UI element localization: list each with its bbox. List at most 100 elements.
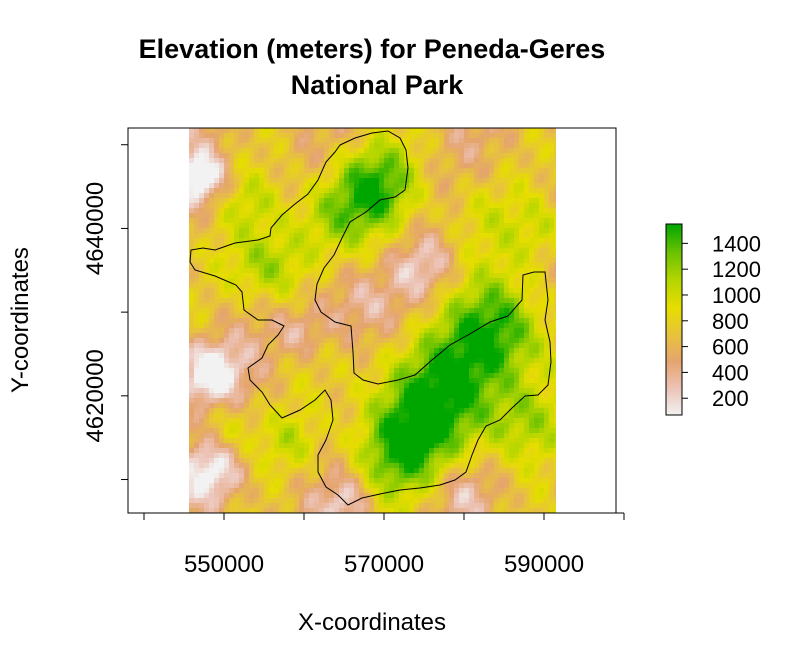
raster-cell [204, 233, 209, 238]
raster-cell [394, 153, 399, 158]
raster-cell [409, 218, 414, 223]
raster-cell [399, 208, 404, 213]
raster-cell [469, 323, 474, 328]
raster-cell [449, 348, 454, 353]
raster-cell [319, 353, 324, 358]
raster-cell [289, 373, 294, 378]
raster-cell [489, 278, 494, 283]
raster-cell [379, 328, 384, 333]
raster-cell [389, 358, 394, 363]
raster-cell [414, 293, 419, 298]
raster-cell [544, 228, 549, 233]
raster-cell [469, 228, 474, 233]
raster-cell [214, 208, 219, 213]
raster-cell [319, 208, 324, 213]
raster-cell [459, 413, 464, 418]
raster-cell [469, 173, 474, 178]
raster-cell [509, 228, 514, 233]
raster-cell [354, 453, 359, 458]
raster-cell [384, 173, 389, 178]
raster-cell [214, 148, 219, 153]
raster-cell [204, 198, 209, 203]
raster-cell [429, 223, 434, 228]
raster-cell [374, 328, 379, 333]
raster-cell [459, 333, 464, 338]
raster-cell [309, 428, 314, 433]
raster-cell [404, 203, 409, 208]
raster-cell [459, 348, 464, 353]
raster-cell [404, 268, 409, 273]
raster-cell [484, 393, 489, 398]
raster-cell [414, 323, 419, 328]
raster-cell [319, 408, 324, 413]
raster-cell [214, 403, 219, 408]
raster-cell [454, 313, 459, 318]
raster-cell [289, 138, 294, 143]
raster-cell [234, 288, 239, 293]
raster-cell [504, 248, 509, 253]
raster-cell [339, 228, 344, 233]
raster-cell [514, 393, 519, 398]
raster-cell [239, 388, 244, 393]
raster-cell [439, 383, 444, 388]
raster-cell [219, 138, 224, 143]
raster-cell [519, 443, 524, 448]
raster-cell [204, 453, 209, 458]
raster-cell [299, 188, 304, 193]
raster-cell [239, 293, 244, 298]
raster-cell [429, 233, 434, 238]
raster-cell [224, 183, 229, 188]
raster-cell [539, 168, 544, 173]
raster-cell [434, 448, 439, 453]
raster-cell [309, 318, 314, 323]
raster-cell [499, 368, 504, 373]
raster-cell [229, 228, 234, 233]
raster-cell [529, 423, 534, 428]
raster-cell [209, 273, 214, 278]
raster-cell [304, 208, 309, 213]
raster-cell [459, 263, 464, 268]
raster-cell [304, 378, 309, 383]
raster-cell [314, 218, 319, 223]
raster-cell [349, 413, 354, 418]
raster-cell [314, 363, 319, 368]
raster-cell [284, 298, 289, 303]
raster-cell [434, 443, 439, 448]
raster-cell [399, 198, 404, 203]
raster-cell [299, 208, 304, 213]
raster-cell [544, 263, 549, 268]
raster-cell [369, 233, 374, 238]
raster-cell [274, 363, 279, 368]
raster-cell [339, 433, 344, 438]
raster-cell [384, 208, 389, 213]
raster-cell [364, 343, 369, 348]
raster-cell [489, 248, 494, 253]
raster-cell [194, 238, 199, 243]
raster-cell [329, 173, 334, 178]
raster-cell [384, 328, 389, 333]
raster-cell [399, 353, 404, 358]
raster-cell [424, 458, 429, 463]
raster-cell [429, 203, 434, 208]
raster-cell [384, 138, 389, 143]
raster-cell [439, 453, 444, 458]
raster-cell [364, 188, 369, 193]
raster-cell [414, 343, 419, 348]
raster-cell [479, 343, 484, 348]
raster-cell [424, 438, 429, 443]
raster-cell [319, 228, 324, 233]
raster-cell [384, 323, 389, 328]
raster-cell [554, 393, 556, 398]
raster-cell [344, 388, 349, 393]
raster-cell [519, 303, 524, 308]
raster-cell [519, 418, 524, 423]
raster-cell [339, 453, 344, 458]
raster-cell [424, 283, 429, 288]
raster-cell [514, 198, 519, 203]
raster-cell [319, 298, 324, 303]
raster-cell [354, 128, 359, 133]
raster-cell [479, 358, 484, 363]
raster-cell [539, 133, 544, 138]
raster-cell [479, 308, 484, 313]
raster-cell [549, 203, 554, 208]
